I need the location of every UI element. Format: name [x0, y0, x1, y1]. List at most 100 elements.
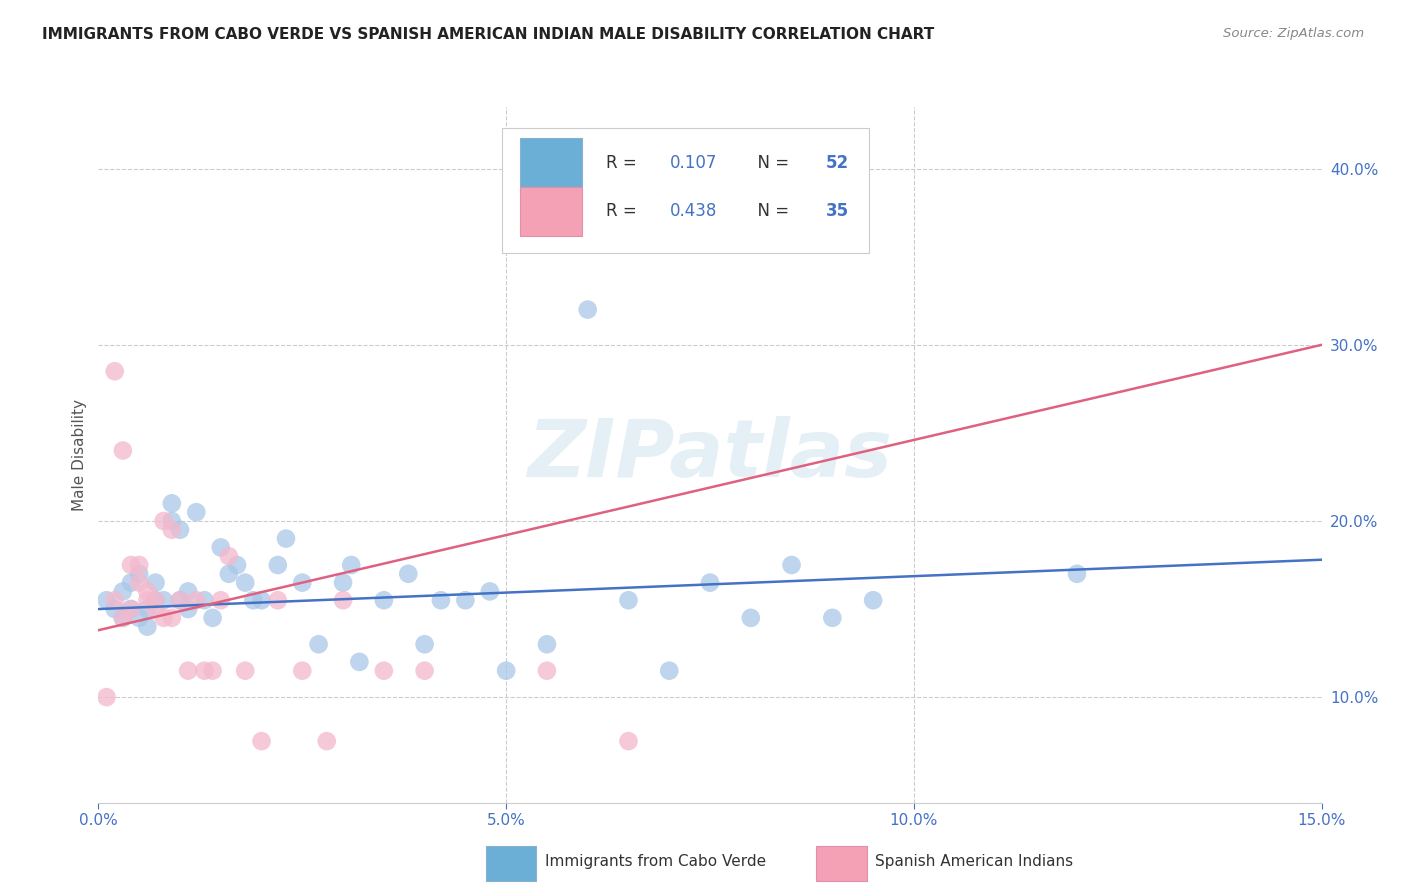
Point	[169, 593, 191, 607]
Text: 0.438: 0.438	[669, 202, 717, 220]
Point	[111, 584, 134, 599]
Point	[160, 496, 183, 510]
Text: Spanish American Indians: Spanish American Indians	[875, 855, 1073, 870]
Point	[315, 734, 337, 748]
FancyBboxPatch shape	[520, 187, 582, 235]
Point	[177, 584, 200, 599]
Point	[193, 593, 215, 607]
Text: N =: N =	[747, 153, 794, 171]
Point	[332, 593, 354, 607]
Text: 0.107: 0.107	[669, 153, 717, 171]
Point	[136, 584, 159, 599]
Point	[186, 505, 208, 519]
Point	[111, 611, 134, 625]
FancyBboxPatch shape	[486, 846, 536, 881]
Point	[413, 664, 436, 678]
Point	[152, 611, 174, 625]
Point	[373, 664, 395, 678]
Point	[242, 593, 264, 607]
Point	[267, 593, 290, 607]
Point	[740, 611, 762, 625]
Point	[699, 575, 721, 590]
Point	[193, 664, 215, 678]
Point	[274, 532, 297, 546]
Point	[160, 514, 183, 528]
Point	[576, 302, 599, 317]
Point	[821, 214, 844, 228]
Text: 52: 52	[827, 153, 849, 171]
Point	[145, 593, 167, 607]
Point	[169, 523, 191, 537]
Point	[233, 575, 256, 590]
Point	[160, 523, 183, 537]
Point	[226, 558, 249, 572]
Text: R =: R =	[606, 202, 643, 220]
Point	[349, 655, 371, 669]
Point	[821, 611, 844, 625]
Point	[478, 584, 501, 599]
Point	[430, 593, 453, 607]
Point	[160, 611, 183, 625]
Point	[104, 364, 127, 378]
FancyBboxPatch shape	[502, 128, 869, 253]
Point	[250, 593, 273, 607]
Text: R =: R =	[606, 153, 643, 171]
Point	[396, 566, 419, 581]
Point	[201, 611, 224, 625]
Text: IMMIGRANTS FROM CABO VERDE VS SPANISH AMERICAN INDIAN MALE DISABILITY CORRELATIO: IMMIGRANTS FROM CABO VERDE VS SPANISH AM…	[42, 27, 935, 42]
Point	[120, 602, 142, 616]
Point	[413, 637, 436, 651]
Point	[104, 593, 127, 607]
Text: N =: N =	[747, 202, 794, 220]
FancyBboxPatch shape	[520, 138, 582, 187]
Point	[373, 593, 395, 607]
Point	[536, 637, 558, 651]
Point	[250, 734, 273, 748]
Point	[177, 602, 200, 616]
Point	[120, 575, 142, 590]
Text: 35: 35	[827, 202, 849, 220]
Point	[218, 549, 240, 564]
Point	[169, 593, 191, 607]
Point	[104, 602, 127, 616]
Point	[658, 664, 681, 678]
Text: ZIPatlas: ZIPatlas	[527, 416, 893, 494]
Point	[233, 664, 256, 678]
Point	[536, 664, 558, 678]
Point	[152, 514, 174, 528]
Point	[120, 558, 142, 572]
Point	[111, 443, 134, 458]
Point	[145, 575, 167, 590]
Point	[96, 690, 118, 705]
Point	[111, 611, 134, 625]
FancyBboxPatch shape	[817, 846, 866, 881]
Point	[136, 602, 159, 616]
Point	[145, 602, 167, 616]
Point	[495, 664, 517, 678]
Point	[308, 637, 330, 651]
Point	[136, 620, 159, 634]
Point	[332, 575, 354, 590]
Point	[1066, 566, 1088, 581]
Text: Immigrants from Cabo Verde: Immigrants from Cabo Verde	[546, 855, 766, 870]
Text: Source: ZipAtlas.com: Source: ZipAtlas.com	[1223, 27, 1364, 40]
Point	[780, 558, 803, 572]
Point	[128, 575, 150, 590]
Point	[128, 611, 150, 625]
Point	[186, 593, 208, 607]
Point	[136, 593, 159, 607]
Point	[209, 541, 232, 555]
Point	[340, 558, 363, 572]
Point	[617, 593, 640, 607]
Point	[96, 593, 118, 607]
Point	[128, 558, 150, 572]
Point	[145, 593, 167, 607]
Point	[201, 664, 224, 678]
Point	[120, 602, 142, 616]
Point	[617, 734, 640, 748]
Point	[177, 664, 200, 678]
Point	[291, 664, 314, 678]
Point	[267, 558, 290, 572]
Point	[128, 566, 150, 581]
Point	[209, 593, 232, 607]
